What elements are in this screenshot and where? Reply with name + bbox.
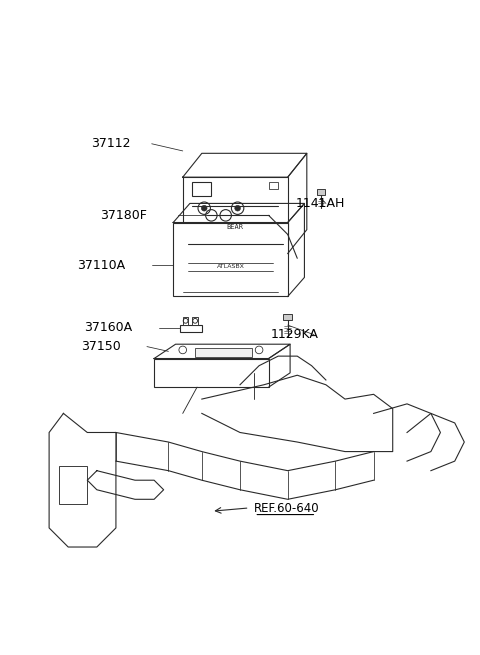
Bar [180,325,202,332]
Bar [283,314,292,320]
Text: 1129KA: 1129KA [271,328,319,341]
Text: 37112: 37112 [91,138,130,150]
Text: 37180F: 37180F [100,209,147,222]
Bar [192,182,211,196]
Circle shape [201,205,207,211]
Text: REF.60-640: REF.60-640 [254,502,320,515]
Bar [192,316,198,325]
Text: 37150: 37150 [81,340,120,353]
Bar [269,182,278,189]
Text: BEAR: BEAR [227,224,244,230]
Bar [317,189,325,195]
Text: 37160A: 37160A [84,321,132,334]
Text: 1141AH: 1141AH [296,197,345,210]
Bar [59,466,87,504]
Bar [154,358,269,387]
Bar [183,316,189,325]
Text: 37110A: 37110A [77,259,125,272]
Bar [173,223,288,297]
Text: ATLASBX: ATLASBX [216,265,244,269]
Bar [195,348,252,356]
Circle shape [235,205,240,211]
Bar [183,177,288,253]
